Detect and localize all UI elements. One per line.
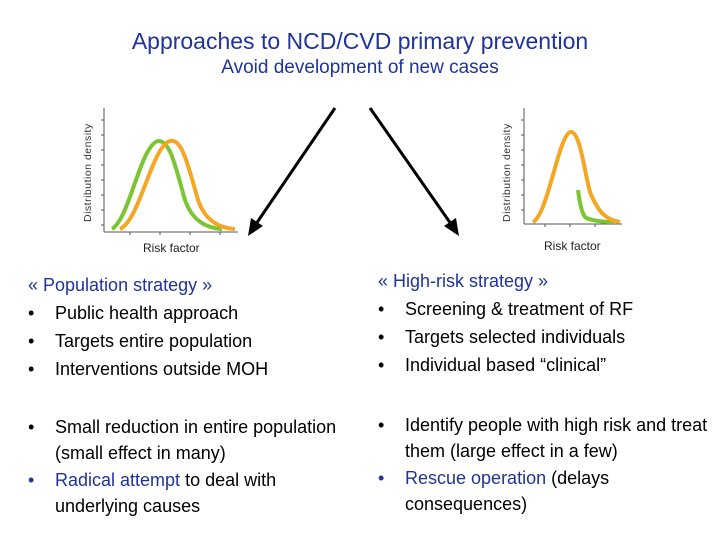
- left-item: • Interventions outside MOH: [28, 359, 269, 379]
- left-effect-item: • Small reduction in entire population (s…: [28, 417, 337, 463]
- page-title: Approaches to NCD/CVD primary prevention: [131, 28, 589, 54]
- right-item: • Screening & treatment of RF: [378, 299, 634, 319]
- right-column: « High-risk strategy » • Screening & trea…: [378, 267, 708, 379]
- right-green-curve: [576, 189, 615, 224]
- right-item: • Individual based “clinical”: [378, 355, 607, 375]
- right-chart: Distribution density Risk factor: [501, 108, 622, 253]
- right-effect-item: • Rescue operation (delays consequences): [378, 468, 610, 514]
- left-highlight: Radical attempt: [55, 470, 181, 490]
- right-arrow-head: [444, 218, 459, 236]
- left-effect-item: • Radical attempt to deal with underlying…: [28, 470, 277, 516]
- left-green-curve: [110, 139, 223, 231]
- right-arrow-line: [368, 107, 453, 225]
- left-item: • Public health approach: [28, 303, 239, 323]
- left-arrow-line: [254, 107, 337, 225]
- right-orange-curve: [531, 130, 621, 224]
- left-heading: « Population strategy »: [28, 275, 213, 295]
- page-subtitle: Avoid development of new cases: [221, 57, 499, 78]
- left-y-label: Distribution density: [82, 123, 94, 222]
- right-x-ticks: [544, 224, 596, 227]
- right-item: • Targets selected individuals: [378, 327, 626, 347]
- arrows: [248, 107, 459, 236]
- right-column-effects: • Identify people with high risk and trea…: [378, 412, 713, 518]
- left-column-effects: • Small reduction in entire population (s…: [28, 414, 363, 520]
- right-y-ticks: [521, 119, 524, 211]
- left-x-ticks: [129, 232, 221, 235]
- right-effect-item: • Identify people with high risk and trea…: [378, 415, 708, 461]
- right-y-label: Distribution density: [501, 123, 513, 222]
- left-y-ticks: [101, 119, 104, 226]
- left-arrow-head: [248, 218, 263, 236]
- left-x-label: Risk factor: [143, 241, 200, 255]
- left-item: • Targets entire population: [28, 331, 253, 351]
- left-chart: Distribution density Risk factor: [82, 108, 238, 255]
- left-column: « Population strategy » • Public health a…: [28, 271, 368, 383]
- right-highlight: Rescue operation: [405, 468, 547, 488]
- left-orange-curve: [118, 138, 236, 231]
- right-x-label: Risk factor: [544, 239, 601, 253]
- right-heading: « High-risk strategy »: [378, 271, 549, 291]
